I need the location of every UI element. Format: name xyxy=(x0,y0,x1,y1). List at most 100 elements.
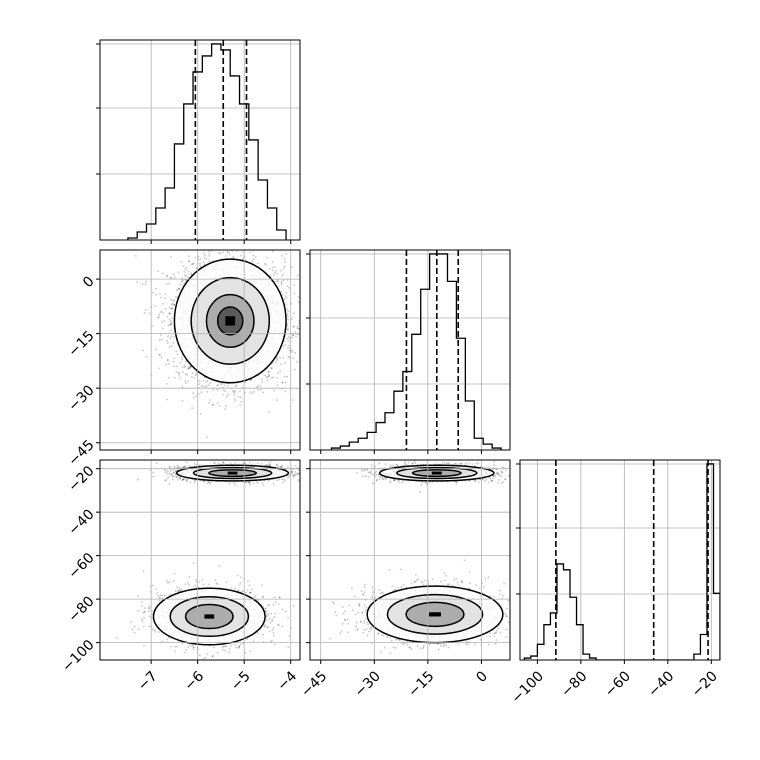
scatter-point xyxy=(179,589,181,592)
scatter-point xyxy=(221,382,224,385)
scatter-point xyxy=(177,271,180,274)
scatter-point xyxy=(280,290,283,293)
scatter-point xyxy=(195,395,198,398)
scatter-point xyxy=(182,466,185,469)
scatter-point xyxy=(276,280,279,283)
scatter-point xyxy=(239,390,241,392)
scatter-point xyxy=(233,398,236,400)
scatter-point xyxy=(287,347,289,349)
scatter-point xyxy=(203,261,205,264)
scatter-point xyxy=(306,376,308,378)
scatter-point xyxy=(202,252,205,255)
scatter-point xyxy=(181,366,184,369)
scatter-point xyxy=(169,466,171,469)
scatter-point xyxy=(144,283,147,285)
scatter-point xyxy=(207,245,209,247)
scatter-point xyxy=(304,308,306,310)
scatter-point xyxy=(253,390,256,393)
scatter-point xyxy=(283,298,286,301)
scatter-point xyxy=(179,377,182,380)
scatter-point xyxy=(163,319,166,322)
scatter-point xyxy=(195,372,198,375)
scatter-point xyxy=(212,389,215,391)
scatter-point xyxy=(198,581,201,583)
scatter-point xyxy=(189,366,191,368)
scatter-point xyxy=(214,579,217,582)
scatter-point xyxy=(170,322,173,325)
scatter-point xyxy=(170,256,173,258)
scatter-point xyxy=(222,247,224,249)
scatter-point xyxy=(136,281,139,284)
scatter-point xyxy=(218,236,220,238)
scatter-point xyxy=(218,564,221,567)
scatter-point xyxy=(156,592,158,595)
scatter-point xyxy=(191,407,193,410)
scatter-point xyxy=(290,266,293,268)
scatter-point xyxy=(206,436,209,439)
scatter-point xyxy=(272,627,275,630)
scatter-point xyxy=(174,295,177,298)
scatter-point xyxy=(329,309,331,311)
scatter-point xyxy=(169,319,172,322)
scatter-point xyxy=(261,381,264,384)
scatter-point xyxy=(155,293,158,296)
scatter-point xyxy=(282,345,285,348)
scatter-point xyxy=(267,373,270,376)
scatter-point xyxy=(272,274,275,276)
scatter-point xyxy=(232,390,234,393)
scatter-point xyxy=(322,338,324,340)
scatter-point xyxy=(221,646,224,649)
scatter-point xyxy=(183,271,186,273)
scatter-point xyxy=(291,349,293,352)
scatter-point xyxy=(252,234,254,236)
scatter-point xyxy=(280,269,283,272)
scatter-point xyxy=(193,462,196,465)
scatter-point xyxy=(208,260,211,263)
scatter-point xyxy=(223,246,225,248)
scatter-point xyxy=(183,363,186,366)
scatter-point xyxy=(257,262,259,265)
scatter-point xyxy=(268,267,271,270)
scatter-point xyxy=(136,478,139,481)
scatter-point xyxy=(188,576,191,578)
scatter-point xyxy=(252,258,255,260)
scatter-point xyxy=(261,225,263,227)
scatter-point xyxy=(286,328,289,330)
scatter-point xyxy=(196,245,198,247)
scatter-point xyxy=(248,481,251,484)
scatter-point xyxy=(202,657,205,660)
scatter-point xyxy=(282,356,285,359)
scatter-point xyxy=(169,276,172,279)
scatter-point xyxy=(190,272,193,275)
scatter-point xyxy=(178,288,181,290)
scatter-point xyxy=(297,296,300,298)
scatter-point xyxy=(154,305,157,307)
scatter-point xyxy=(185,228,187,230)
scatter-point xyxy=(168,282,170,285)
y-tick-label: −45 xyxy=(65,437,97,469)
scatter-point xyxy=(288,344,290,347)
scatter-point xyxy=(174,645,177,648)
scatter-point xyxy=(184,379,187,382)
scatter-point xyxy=(167,324,170,327)
scatter-point xyxy=(267,375,270,378)
scatter-point xyxy=(199,262,201,265)
scatter-point xyxy=(191,372,194,374)
scatter-point xyxy=(262,633,264,636)
scatter-point xyxy=(165,283,168,286)
scatter-point xyxy=(184,466,187,469)
scatter-point xyxy=(159,292,162,295)
scatter-point xyxy=(201,241,203,243)
scatter-point xyxy=(315,604,317,606)
scatter-point xyxy=(161,640,164,643)
scatter-point xyxy=(275,269,278,272)
scatter-point xyxy=(273,266,276,268)
scatter-point xyxy=(240,400,243,403)
scatter-point xyxy=(173,471,175,474)
scatter-point xyxy=(177,589,180,591)
scatter-point xyxy=(211,655,214,657)
scatter-point xyxy=(188,260,190,263)
scatter-point xyxy=(145,355,148,358)
scatter-point xyxy=(143,610,146,613)
scatter-point xyxy=(169,470,172,473)
